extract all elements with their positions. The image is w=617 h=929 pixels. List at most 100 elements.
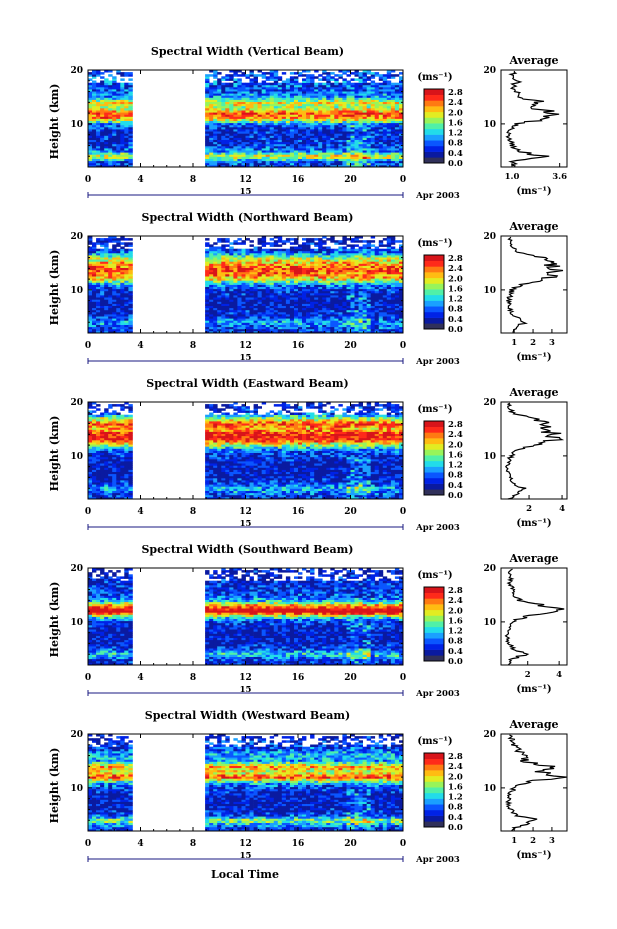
heatmap-cell	[229, 160, 234, 164]
heatmap-cell	[338, 295, 343, 298]
heatmap-cell	[209, 328, 214, 332]
heatmap-cell	[213, 301, 218, 304]
heatmap-cell	[298, 156, 303, 159]
heatmap-cell	[225, 110, 230, 113]
heatmap-cell	[213, 148, 218, 151]
heatmap-cell	[326, 135, 331, 138]
heatmap-cell	[269, 295, 275, 298]
heatmap-cell	[96, 238, 101, 241]
heatmap-cell	[104, 160, 109, 164]
heatmap-cell	[374, 131, 380, 134]
heatmap-cell	[281, 301, 287, 304]
heatmap-cell	[330, 89, 335, 92]
heatmap-cell	[322, 110, 327, 113]
heatmap-cell	[120, 252, 125, 256]
heatmap-cell	[104, 99, 109, 102]
heatmap-cell	[310, 164, 315, 168]
heatmap-cell	[338, 74, 343, 77]
heatmap-cell	[277, 305, 283, 309]
heatmap-cell	[104, 86, 109, 90]
heatmap-cell	[318, 265, 323, 268]
heatmap-cell	[88, 320, 93, 323]
heatmap-cell	[253, 297, 258, 300]
heatmap-cell	[265, 314, 271, 317]
heatmap-cell	[362, 110, 367, 113]
heatmap-cell	[229, 282, 234, 285]
heatmap-cell	[245, 259, 250, 262]
heatmap-cell	[366, 290, 372, 294]
heatmap-cell	[269, 288, 275, 292]
heatmap-cell	[330, 103, 335, 107]
heatmap-cell	[358, 278, 363, 281]
heatmap-cell	[92, 246, 97, 249]
heatmap-cell	[112, 84, 117, 88]
heatmap-cell	[366, 120, 372, 124]
heatmap-cell	[233, 278, 238, 281]
heatmap-cell	[390, 143, 396, 147]
heatmap-cell	[128, 324, 133, 328]
heatmap-cell	[277, 280, 283, 283]
heatmap-cell	[265, 286, 271, 290]
heatmap-cell	[354, 274, 359, 277]
heatmap-cell	[104, 265, 109, 268]
heatmap-cell	[326, 118, 331, 121]
heatmap-cell	[237, 284, 242, 287]
heatmap-cell	[281, 95, 287, 98]
heatmap-cell	[116, 238, 121, 241]
heatmap-cell	[96, 301, 101, 304]
heatmap-cell	[366, 274, 372, 277]
heatmap-cell	[354, 311, 359, 315]
heatmap-cell	[112, 305, 117, 309]
heatmap-cell	[273, 84, 279, 88]
heatmap-cell	[394, 152, 400, 155]
heatmap-cell	[221, 314, 226, 317]
heatmap-cell	[350, 290, 355, 294]
heatmap-cell	[225, 322, 230, 325]
heatmap-cell	[261, 311, 267, 315]
heatmap-cell	[334, 326, 339, 330]
heatmap-cell	[378, 156, 384, 159]
heatmap-cell	[245, 316, 250, 319]
heatmap-cell	[358, 286, 363, 290]
heatmap-cell	[269, 145, 275, 149]
heatmap-cell	[273, 290, 279, 294]
heatmap-cell	[233, 290, 238, 294]
heatmap-cell	[88, 162, 93, 166]
heatmap-cell	[253, 76, 258, 79]
heatmap-cell	[92, 120, 97, 124]
heatmap-cell	[261, 242, 267, 245]
heatmap-cell	[116, 292, 121, 296]
heatmap-cell	[338, 309, 343, 313]
heatmap-cell	[249, 160, 254, 164]
heatmap-cell	[217, 259, 222, 262]
heatmap-cell	[294, 160, 299, 164]
heatmap-cell	[346, 150, 351, 153]
heatmap-cell	[261, 286, 267, 290]
heatmap-cell	[285, 282, 291, 285]
heatmap-cell	[96, 259, 101, 262]
heatmap-cell	[100, 250, 105, 254]
heatmap-cell	[281, 307, 287, 311]
heatmap-cell	[112, 271, 117, 275]
heatmap-cell	[294, 259, 299, 262]
heatmap-cell	[96, 74, 101, 77]
heatmap-cell	[96, 297, 101, 300]
heatmap-cell	[390, 110, 396, 113]
heatmap-cell	[289, 324, 295, 328]
heatmap-cell	[269, 116, 275, 119]
heatmap-cell	[112, 101, 117, 105]
heatmap-cell	[221, 299, 226, 302]
heatmap-cell	[366, 326, 372, 330]
heatmap-cell	[358, 120, 363, 124]
heatmap-cell	[229, 164, 234, 168]
heatmap-cell	[257, 120, 262, 124]
heatmap-cell	[88, 257, 93, 260]
heatmap-cell	[386, 99, 392, 102]
heatmap-cell	[318, 74, 323, 77]
heatmap-cell	[116, 257, 121, 260]
heatmap-cell	[394, 74, 400, 77]
heatmap-cell	[120, 131, 125, 134]
heatmap-cell	[342, 240, 347, 243]
heatmap-cell	[120, 72, 125, 75]
heatmap-cell	[269, 93, 275, 96]
